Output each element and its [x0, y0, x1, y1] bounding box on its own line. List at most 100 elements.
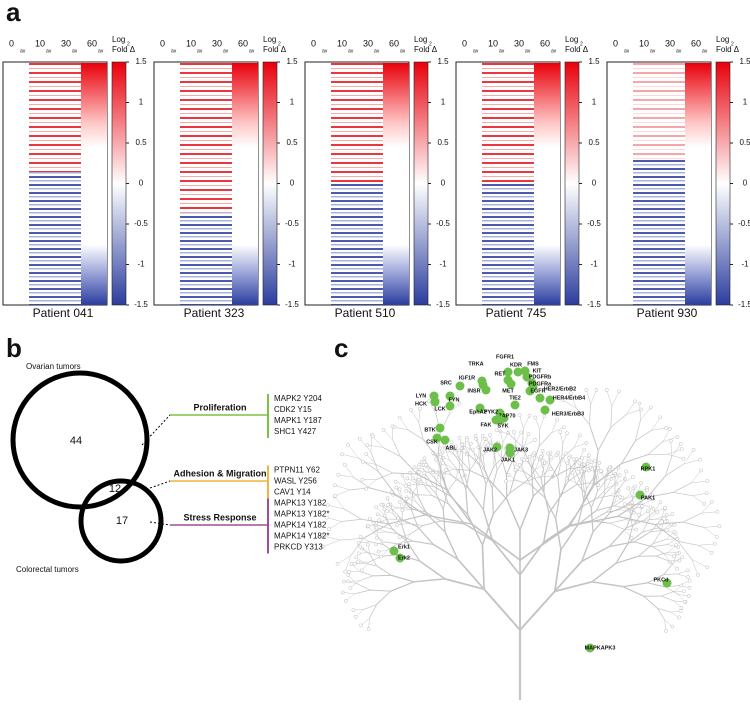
kinase-label: Erk2: [398, 555, 410, 561]
tree-branch: [660, 507, 666, 520]
tree-leaf: [672, 554, 676, 559]
colorbar-title: Fold Δ: [112, 45, 136, 54]
tree-leaf: [340, 590, 345, 595]
tree-branch: [634, 420, 641, 441]
tree-branch: [597, 488, 608, 499]
tree-leaf: [371, 434, 375, 439]
colorbar-tick-label: -1.5: [738, 300, 750, 309]
tree-leaf: [403, 484, 408, 488]
tree-branch: [555, 495, 561, 519]
tree-leaf: [567, 455, 571, 460]
tree-leaf: [376, 549, 381, 554]
tree-leaf: [709, 550, 714, 555]
tree-leaf: [365, 443, 370, 447]
tree-branch: [387, 498, 393, 510]
timepoint-label: 10: [186, 38, 196, 48]
group-name: Proliferation: [193, 402, 246, 412]
tree-branch: [424, 470, 436, 474]
tree-branch: [617, 496, 648, 517]
kinase-label: TRKA: [468, 361, 483, 367]
tree-branch: [514, 463, 524, 472]
tree-leaf: [677, 615, 681, 620]
tree-branch: [661, 591, 674, 597]
tree-leaf: [352, 561, 357, 566]
tree-branch: [369, 487, 396, 496]
tree-leaf: [482, 436, 487, 441]
group-item: WASL Y256: [274, 477, 317, 486]
timepoint-sub: av: [676, 48, 682, 54]
tree-branch: [422, 439, 439, 459]
colorbar-title-sub: 2: [731, 41, 734, 47]
tree-leaf: [634, 527, 638, 532]
tree-leaf: [374, 525, 379, 530]
tree-leaf: [697, 457, 702, 462]
kinase-dot: [510, 400, 520, 410]
tree-branch: [584, 460, 596, 467]
tree-leaf: [631, 475, 635, 479]
tree-branch: [583, 484, 594, 502]
tree-leaf: [637, 401, 642, 406]
tree-branch: [370, 589, 391, 592]
tree-branch: [703, 526, 720, 528]
tree-branch: [692, 495, 705, 505]
tree-branch: [535, 463, 545, 470]
kinase-label: MET: [502, 388, 514, 394]
tree-branch: [338, 474, 354, 478]
tree-leaf: [687, 578, 692, 583]
tree-branch: [569, 515, 618, 527]
colorbar-tick-label: -0.5: [134, 219, 148, 228]
tree-leaf: [427, 399, 431, 404]
timepoint-sub: av: [624, 48, 630, 54]
tree-leaf: [517, 463, 522, 467]
tree-leaf: [679, 583, 684, 588]
tree-branch: [467, 454, 471, 471]
tree-branch: [661, 595, 675, 602]
tree-leaf: [664, 512, 669, 517]
colorbar-tick-label: -1: [137, 260, 145, 269]
tree-branch: [428, 401, 437, 415]
tree-leaf: [678, 442, 683, 446]
timepoint-sub: av: [20, 48, 26, 54]
tree-branch: [400, 456, 418, 475]
kinase-label: KDR: [510, 362, 522, 368]
tree-leaf: [540, 448, 545, 453]
tree-branch: [519, 525, 571, 561]
tree-leaf: [511, 430, 516, 434]
tree-branch: [589, 404, 591, 425]
tree-branch: [439, 452, 443, 464]
heatmap-cells: [331, 183, 357, 305]
tree-leaf: [356, 551, 361, 556]
tree-branch: [667, 454, 684, 460]
venn-ovarian: [10, 370, 150, 510]
tree-leaf: [404, 488, 409, 493]
tree-branch: [505, 456, 515, 475]
tree-leaf: [453, 444, 458, 449]
tree-leaf: [526, 432, 531, 436]
tree-leaf: [346, 573, 351, 577]
tree-branch: [431, 494, 449, 505]
tree-leaf: [556, 450, 561, 455]
tree-leaf: [465, 438, 469, 442]
tree-branch: [554, 581, 593, 593]
tree-branch: [592, 512, 611, 533]
tree-branch: [410, 525, 423, 535]
heatmap-cells: [508, 63, 534, 185]
kinase-dot: [481, 385, 491, 395]
tree-branch: [551, 468, 570, 479]
tree-leaf: [394, 523, 399, 527]
tree-leaf: [555, 417, 559, 422]
tree-branch: [491, 540, 521, 576]
tree-branch: [568, 466, 585, 470]
tree-leaf: [705, 479, 710, 483]
tree-leaf: [640, 504, 645, 509]
tree-leaf: [576, 467, 581, 471]
heatmap-cells: [357, 183, 383, 305]
tree-branch: [642, 518, 650, 533]
tree-leaf: [366, 523, 370, 528]
tree-branch: [622, 586, 645, 597]
tree-branch: [519, 496, 534, 531]
tree-branch: [665, 463, 684, 477]
tree-branch: [475, 435, 481, 447]
tree-branch: [670, 440, 672, 457]
tree-branch: [691, 559, 708, 568]
